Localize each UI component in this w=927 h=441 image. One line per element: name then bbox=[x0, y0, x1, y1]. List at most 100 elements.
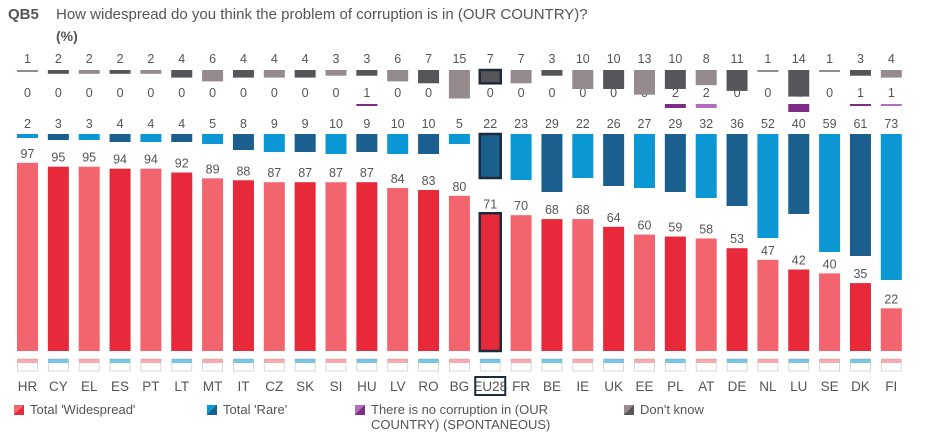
category-label-fi: FI bbox=[885, 379, 897, 394]
bar-rare-nl bbox=[757, 134, 779, 238]
category-label-uk: UK bbox=[604, 379, 623, 394]
bar-rare-ee bbox=[634, 134, 655, 188]
bar-widespread-fi bbox=[880, 308, 902, 351]
flag-stripe-lt bbox=[171, 359, 192, 363]
bar-no-corruption-at bbox=[695, 104, 717, 108]
bar-widespread-bg bbox=[448, 195, 470, 351]
value-widespread-fi: 22 bbox=[884, 292, 898, 306]
value-no-corruption-cz: 0 bbox=[271, 86, 278, 100]
bar-dont-know-el bbox=[78, 70, 100, 74]
category-label-hu: HU bbox=[357, 379, 377, 394]
category-label-de: DE bbox=[728, 379, 747, 394]
value-rare-it: 8 bbox=[240, 117, 247, 131]
bar-rare-it bbox=[232, 134, 254, 150]
category-label-lv: LV bbox=[390, 379, 406, 394]
category-label-el: EL bbox=[81, 379, 98, 394]
value-dont-know-hu: 3 bbox=[363, 52, 370, 66]
bar-dont-know-pl bbox=[664, 70, 686, 89]
bar-widespread-cz bbox=[263, 182, 285, 351]
flag-stripe-de bbox=[727, 359, 748, 363]
flag-stripe-cy bbox=[48, 359, 69, 363]
value-dont-know-uk: 10 bbox=[607, 52, 621, 66]
bar-rare-cy bbox=[47, 134, 69, 140]
flag-stripe-lv bbox=[387, 359, 408, 363]
value-widespread-pl: 59 bbox=[668, 221, 682, 235]
legend-label-widespread: Total 'Widespread' bbox=[30, 402, 136, 417]
value-rare-se: 59 bbox=[823, 117, 837, 131]
flag-stripe-mt bbox=[202, 359, 223, 363]
bar-widespread-fr bbox=[510, 215, 532, 351]
flag-stripe-eu28 bbox=[480, 359, 501, 363]
bar-rare-es bbox=[109, 134, 131, 142]
bar-rare-el bbox=[78, 134, 100, 140]
bar-rare-eu28 bbox=[478, 132, 502, 180]
value-no-corruption-at: 2 bbox=[703, 86, 710, 100]
bar-rare-hr bbox=[17, 134, 38, 138]
legend-item-rare: Total 'Rare' bbox=[207, 402, 287, 417]
legend-swatch-widespread bbox=[14, 405, 24, 415]
value-widespread-ee: 60 bbox=[638, 219, 652, 233]
eu28-highlight-box bbox=[474, 376, 507, 396]
value-no-corruption-hu: 1 bbox=[363, 86, 370, 100]
legend-swatch-dont-know bbox=[624, 405, 634, 415]
value-dont-know-cy: 2 bbox=[55, 52, 62, 66]
flag-stripe-ie bbox=[572, 359, 593, 363]
bar-dont-know-de bbox=[726, 70, 748, 91]
value-widespread-si: 87 bbox=[329, 166, 343, 180]
bar-rare-fi bbox=[880, 134, 902, 280]
bar-dont-know-nl bbox=[757, 70, 779, 72]
bar-dont-know-dk bbox=[849, 70, 871, 76]
category-label-se: SE bbox=[821, 379, 839, 394]
value-widespread-fr: 70 bbox=[514, 199, 528, 213]
legend-item-no-corruption: There is no corruption in (OUR COUNTRY) … bbox=[355, 402, 570, 432]
value-rare-sk: 9 bbox=[302, 117, 309, 131]
bar-dont-know-ee bbox=[634, 70, 655, 95]
value-widespread-hr: 97 bbox=[21, 147, 35, 161]
value-widespread-mt: 89 bbox=[206, 162, 220, 176]
value-widespread-lt: 92 bbox=[175, 157, 189, 171]
value-dont-know-be: 3 bbox=[548, 52, 555, 66]
value-no-corruption-lv: 0 bbox=[394, 86, 401, 100]
value-no-corruption-dk: 1 bbox=[857, 86, 864, 100]
bar-rare-uk bbox=[603, 134, 625, 186]
legend-label-dont-know: Don't know bbox=[640, 402, 704, 417]
legend-item-dont-know: Don't know bbox=[624, 402, 704, 417]
flag-stripe-es bbox=[110, 359, 131, 363]
category-label-dk: DK bbox=[851, 379, 870, 394]
bar-dont-know-hr bbox=[17, 70, 38, 72]
value-widespread-lu: 42 bbox=[792, 254, 806, 268]
flag-stripe-nl bbox=[757, 359, 778, 363]
bar-rare-lt bbox=[171, 134, 193, 142]
value-widespread-hu: 87 bbox=[360, 166, 374, 180]
value-no-corruption-it: 0 bbox=[240, 86, 247, 100]
bar-dont-know-cz bbox=[263, 70, 285, 78]
value-rare-fr: 23 bbox=[514, 117, 528, 131]
question-text: How widespread do you think the problem … bbox=[56, 6, 588, 23]
bar-dont-know-eu28 bbox=[478, 68, 502, 85]
bar-dont-know-se bbox=[819, 70, 841, 72]
category-label-es: ES bbox=[111, 379, 129, 394]
legend-swatch-no-corruption bbox=[355, 405, 365, 415]
bar-rare-se bbox=[819, 134, 841, 252]
value-rare-be: 29 bbox=[545, 117, 559, 131]
value-widespread-ie: 68 bbox=[576, 203, 590, 217]
value-rare-ro: 10 bbox=[422, 117, 436, 131]
chart-legend: Total 'Widespread' Total 'Rare' There is… bbox=[0, 402, 927, 440]
bar-rare-si bbox=[325, 134, 347, 154]
category-label-lu: LU bbox=[790, 379, 807, 394]
bar-dont-know-bg bbox=[448, 70, 470, 99]
value-rare-pl: 29 bbox=[668, 117, 682, 131]
bar-widespread-it bbox=[232, 180, 254, 351]
category-label-ro: RO bbox=[418, 379, 438, 394]
value-no-corruption-pt: 0 bbox=[147, 86, 154, 100]
category-label-bg: BG bbox=[450, 379, 470, 394]
value-dont-know-lt: 4 bbox=[178, 52, 185, 66]
value-dont-know-ro: 7 bbox=[425, 52, 432, 66]
value-no-corruption-el: 0 bbox=[86, 86, 93, 100]
bar-dont-know-mt bbox=[202, 70, 224, 82]
flag-stripe-cz bbox=[264, 359, 285, 363]
value-no-corruption-de: 0 bbox=[734, 86, 741, 100]
bar-no-corruption-lu bbox=[788, 104, 810, 112]
value-dont-know-dk: 3 bbox=[857, 52, 864, 66]
category-label-hr: HR bbox=[18, 379, 38, 394]
